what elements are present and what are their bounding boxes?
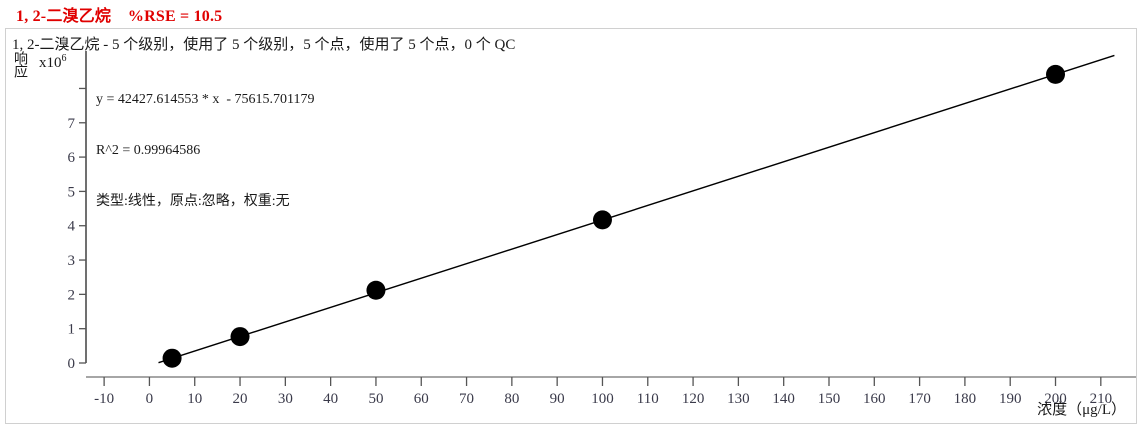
x-axis-tick-label: 50 <box>368 391 383 407</box>
regression-line <box>158 54 1115 364</box>
y-axis-exponent-power: 6 <box>61 53 67 64</box>
x-axis-tick-label: 0 <box>146 391 154 407</box>
fit-equation: y = 42427.614553 * x - 75615.701179 <box>96 92 315 107</box>
x-axis-tick-label: 170 <box>908 391 931 407</box>
x-axis-tick-label: 90 <box>550 391 565 407</box>
data-point[interactable] <box>230 327 250 347</box>
chart-figure-frame: 1, 2-二溴乙烷 - 5 个级别，使用了 5 个级别，5 个点，使用了 5 个… <box>5 28 1137 424</box>
fit-r2: R^2 = 0.99964586 <box>96 143 201 158</box>
y-axis-tick-label: 7 <box>68 116 76 132</box>
x-axis-tick-label: 60 <box>414 391 429 407</box>
data-point[interactable] <box>1046 64 1066 84</box>
page-title: 1, 2-二溴乙烷 %RSE = 10.5 <box>16 8 223 25</box>
x-axis-tick-label: -10 <box>94 391 114 407</box>
x-axis-tick-label: 190 <box>999 391 1022 407</box>
x-axis-tick-label: 30 <box>278 391 293 407</box>
x-axis-tick-label: 80 <box>504 391 519 407</box>
x-axis-tick-label: 180 <box>954 391 977 407</box>
x-axis-tick-label: 40 <box>323 391 338 407</box>
x-axis-tick-label: 20 <box>233 391 248 407</box>
y-axis-tick-label: 6 <box>68 150 76 166</box>
data-point[interactable] <box>592 210 612 230</box>
x-axis-tick-label: 160 <box>863 391 886 407</box>
data-point[interactable] <box>162 348 182 368</box>
x-axis-title: 浓度（μg/L） <box>1037 402 1126 418</box>
y-axis-tick-label: 4 <box>68 219 76 235</box>
y-axis-tick-label: 5 <box>68 184 76 200</box>
fit-annotation: y = 42427.614553 * x - 75615.701179 R^2 … <box>96 57 315 244</box>
x-axis-tick-label: 110 <box>637 391 659 407</box>
chart-title-bar: 1, 2-二溴乙烷 %RSE = 10.5 <box>0 0 1142 28</box>
fit-info: 类型:线性，原点:忽略，权重:无 <box>96 194 290 209</box>
chart-subtitle: 1, 2-二溴乙烷 - 5 个级别，使用了 5 个级别，5 个点，使用了 5 个… <box>12 37 516 53</box>
y-axis-title: 响应 <box>12 51 27 77</box>
y-axis-tick-label: 1 <box>68 322 76 338</box>
y-axis-tick-label: 0 <box>68 356 76 372</box>
x-axis-tick-label: 120 <box>682 391 705 407</box>
x-axis-tick-label: 100 <box>591 391 614 407</box>
x-axis-tick-label: 200 <box>1044 391 1067 407</box>
x-axis-tick-label: 70 <box>459 391 474 407</box>
x-axis-tick-label: 10 <box>187 391 202 407</box>
y-axis-exponent-base: x10 <box>39 55 62 71</box>
y-axis-tick-label: 3 <box>68 253 76 269</box>
x-axis-tick-label: 130 <box>727 391 750 407</box>
chart-plot-area: 0 1 2 3 4 5 6 7 -10 0 10 20 30 40 50 60 70 80 90 100 110 120 1… <box>68 51 1136 407</box>
x-axis-tick-label: 210 <box>1090 391 1113 407</box>
x-axis-tick-label: 140 <box>772 391 795 407</box>
y-axis-exponent: x106 <box>39 53 67 72</box>
data-point[interactable] <box>366 280 386 300</box>
x-axis-tick-label: 150 <box>818 391 841 407</box>
y-axis-tick-label: 2 <box>68 287 76 303</box>
